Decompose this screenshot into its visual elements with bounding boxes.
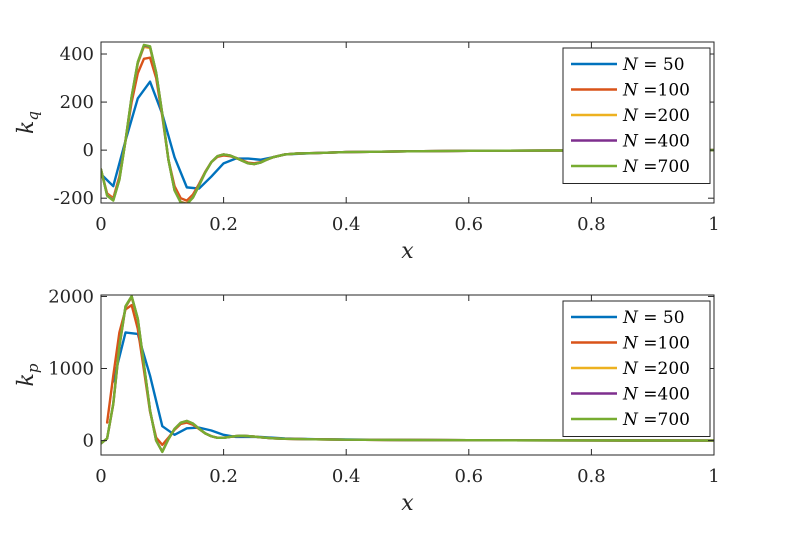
x-tick-label: 0.8 bbox=[577, 466, 606, 487]
legend-label-value: =400 bbox=[638, 132, 690, 152]
legend-label-value: =700 bbox=[638, 410, 690, 430]
x-tick-label: 0.4 bbox=[332, 214, 361, 235]
series-group bbox=[101, 295, 714, 454]
x-tick-label: 0.6 bbox=[454, 214, 483, 235]
x-tick-label: 0 bbox=[95, 466, 106, 487]
x-axis-label: x bbox=[401, 239, 414, 264]
legend-label-value: =100 bbox=[638, 81, 690, 101]
legend-label-n700: N =700 bbox=[622, 410, 690, 430]
x-axis-label: x bbox=[401, 491, 414, 516]
y-tick-label: 200 bbox=[60, 92, 94, 113]
legend-label-var: N bbox=[622, 81, 639, 101]
y-axis-label-subscript: p bbox=[24, 363, 42, 373]
y-axis-label-main: k bbox=[14, 121, 39, 134]
legend-label-var: N bbox=[622, 308, 639, 328]
x-tick-label: 0.2 bbox=[209, 466, 238, 487]
x-tick-label: 1 bbox=[708, 466, 719, 487]
y-tick-label: 2000 bbox=[48, 286, 94, 307]
x-tick-label: 0.6 bbox=[454, 466, 483, 487]
legend-label-value: = 50 bbox=[638, 308, 685, 328]
legend-label-n100: N =100 bbox=[622, 81, 690, 101]
y-axis-label-main: k bbox=[14, 373, 39, 386]
y-tick-label: -200 bbox=[54, 188, 94, 209]
legend-label-n50: N = 50 bbox=[622, 308, 685, 328]
legend-label-n400: N =400 bbox=[622, 132, 690, 152]
legend-label-n400: N =400 bbox=[622, 385, 690, 405]
x-tick-label: 0.4 bbox=[332, 466, 361, 487]
legend-label-value: =200 bbox=[638, 106, 690, 126]
legend-label-n50: N = 50 bbox=[622, 55, 685, 75]
legend-label-value: = 50 bbox=[638, 55, 685, 75]
x-tick-label: 0 bbox=[95, 214, 106, 235]
legend-label-var: N bbox=[622, 106, 639, 126]
legend-label-n200: N =200 bbox=[622, 359, 690, 379]
axes-box bbox=[100, 294, 715, 456]
legend-label-n700: N =700 bbox=[622, 157, 690, 177]
y-axis-label: kq bbox=[14, 111, 42, 134]
y-axis-label-subscript: q bbox=[24, 111, 42, 121]
legend-label-var: N bbox=[622, 359, 639, 379]
legend-label-n200: N =200 bbox=[622, 106, 690, 126]
series-line-n700 bbox=[101, 43, 714, 203]
x-tick-label: 1 bbox=[708, 214, 719, 235]
y-tick-label: 0 bbox=[83, 431, 94, 452]
x-tick-label: 0.2 bbox=[209, 214, 238, 235]
axes-box bbox=[100, 41, 715, 204]
legend-label-n100: N =100 bbox=[622, 334, 690, 354]
legend-label-var: N bbox=[622, 132, 639, 152]
series-line-n700 bbox=[101, 295, 714, 454]
legend-label-value: =200 bbox=[638, 359, 690, 379]
legend-label-var: N bbox=[622, 385, 639, 405]
y-tick-label: 0 bbox=[83, 140, 94, 161]
y-tick-label: 1000 bbox=[48, 359, 94, 380]
legend-label-value: =700 bbox=[638, 157, 690, 177]
y-tick-label: 400 bbox=[60, 44, 94, 65]
series-group bbox=[101, 43, 714, 203]
legend-label-value: =100 bbox=[638, 334, 690, 354]
x-tick-label: 0.8 bbox=[577, 214, 606, 235]
legend-label-var: N bbox=[622, 410, 639, 430]
legend-label-var: N bbox=[622, 334, 639, 354]
legend-label-value: =400 bbox=[638, 385, 690, 405]
legend-label-var: N bbox=[622, 55, 639, 75]
legend-label-var: N bbox=[622, 157, 639, 177]
y-axis-label: kp bbox=[14, 363, 42, 386]
